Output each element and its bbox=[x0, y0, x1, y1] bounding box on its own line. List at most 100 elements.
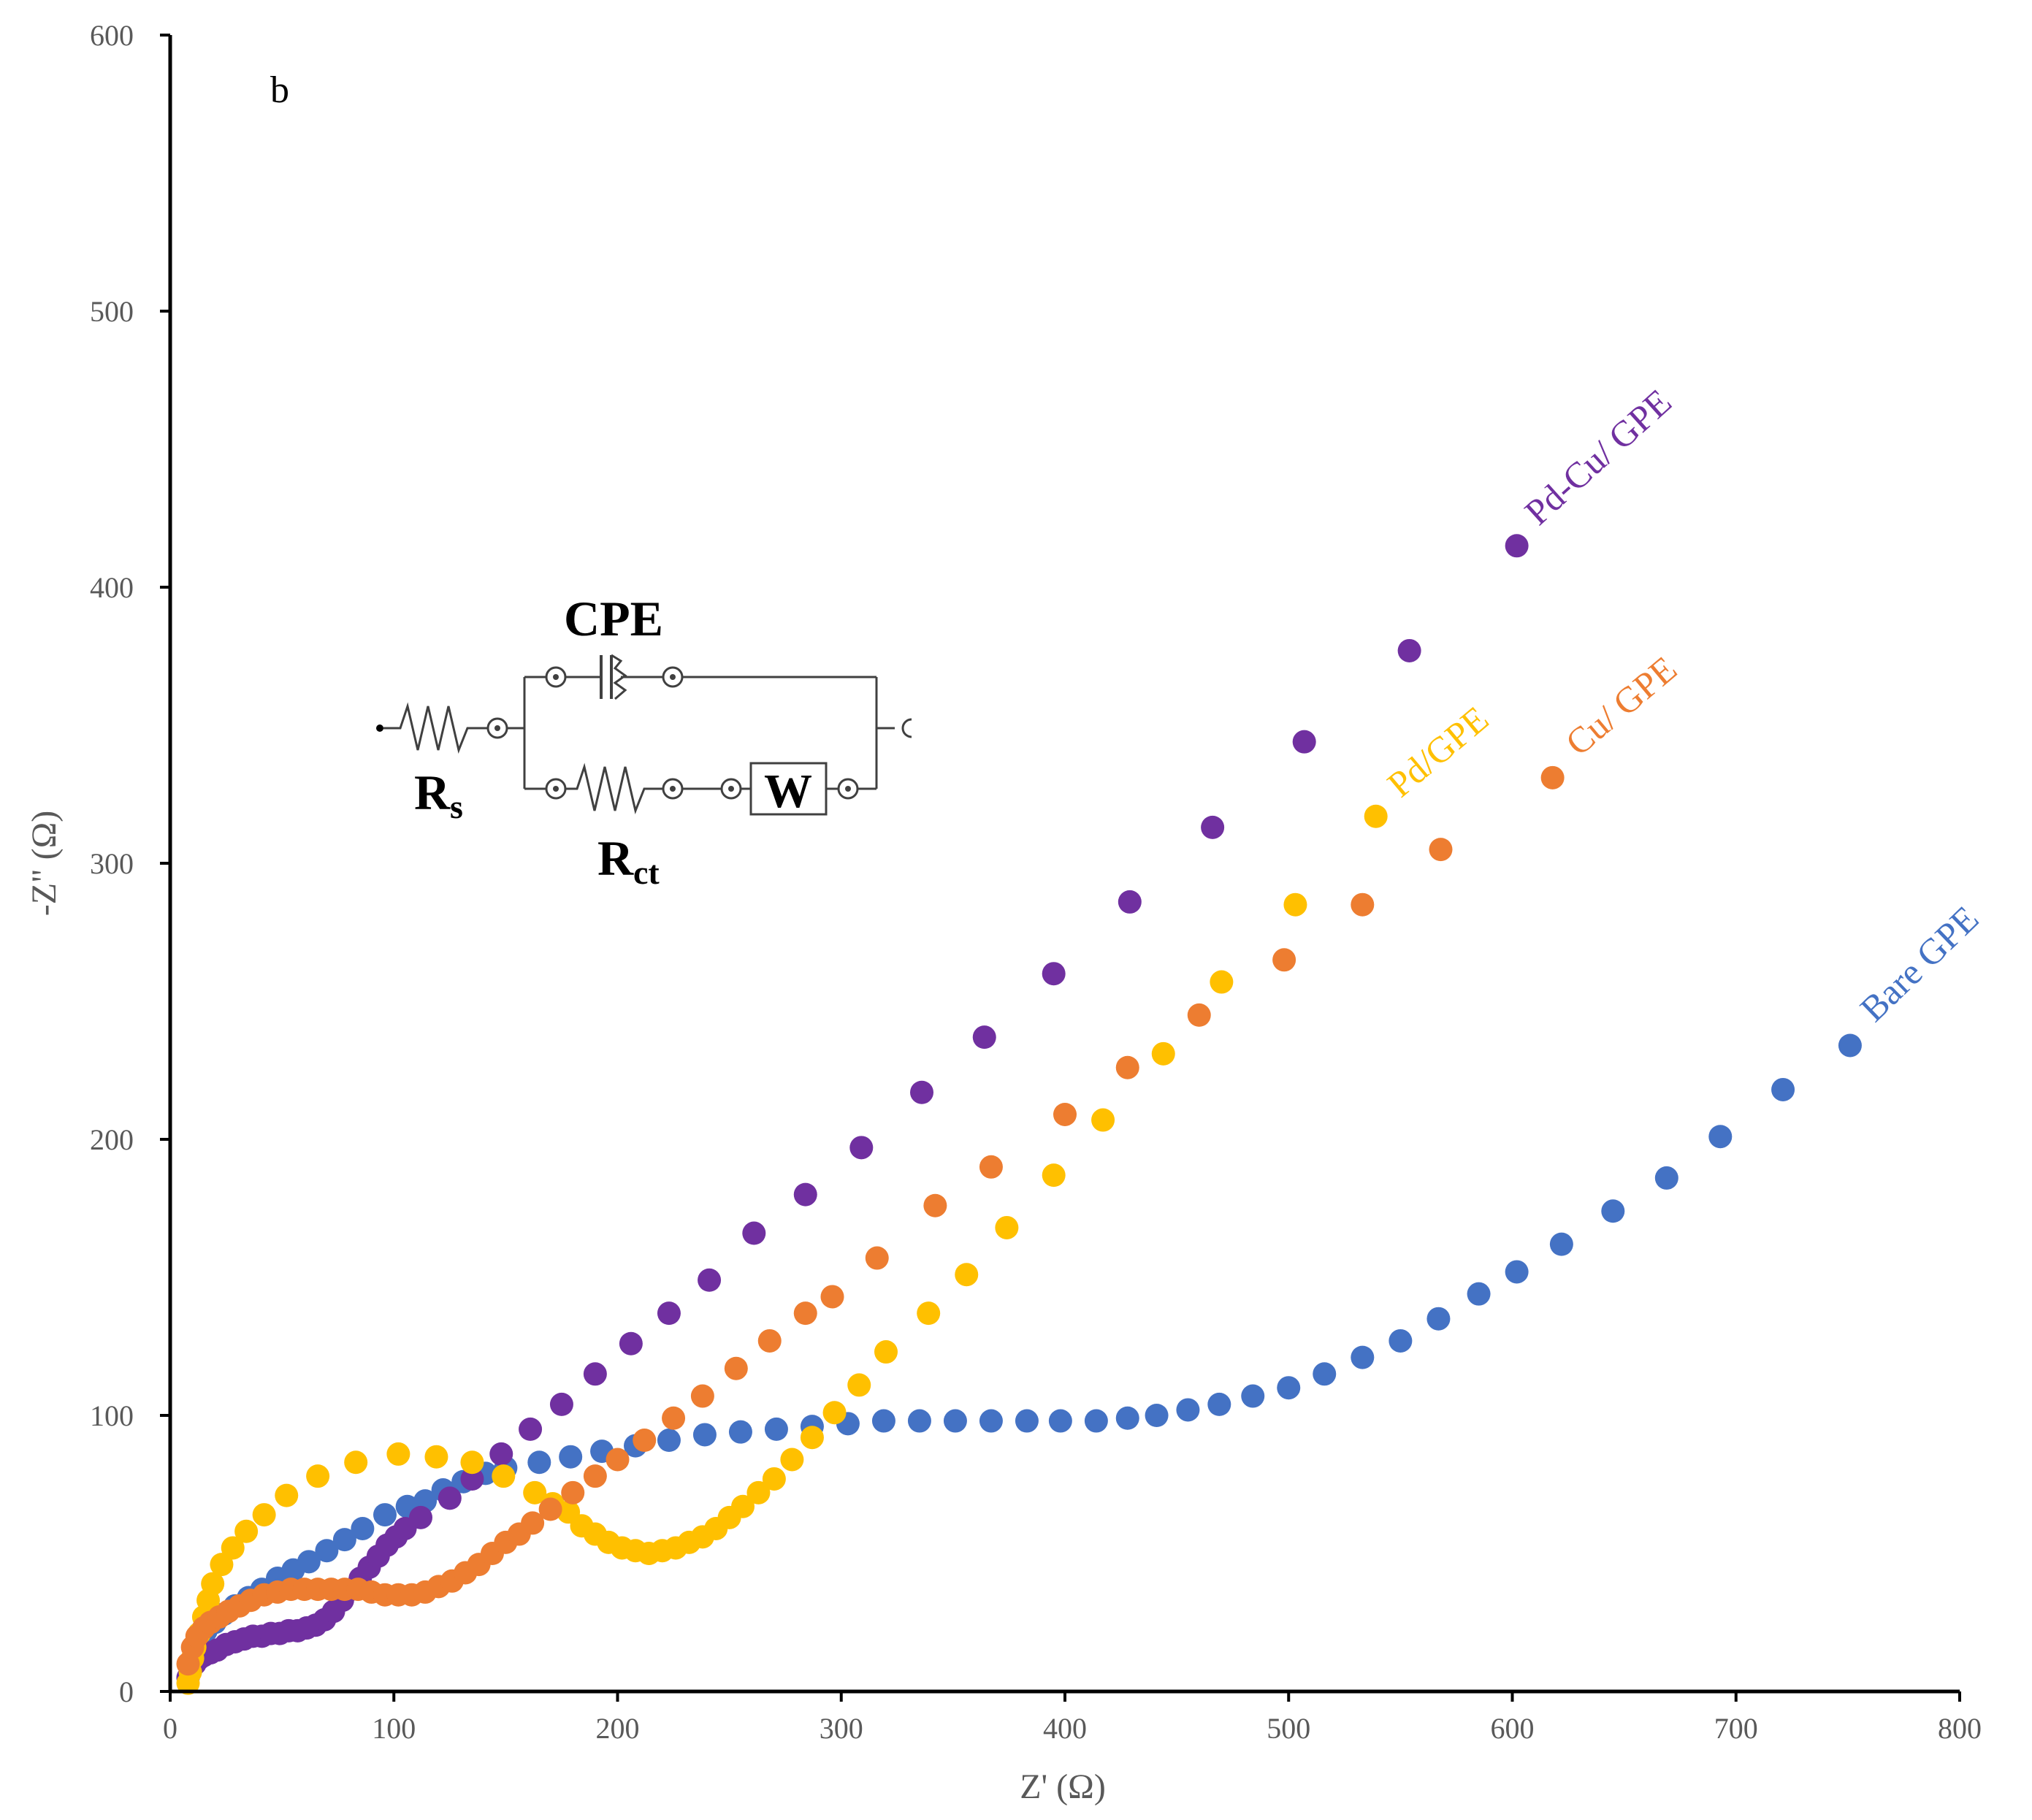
svg-text:ct: ct bbox=[633, 854, 660, 891]
data-point bbox=[1654, 1166, 1678, 1190]
data-point bbox=[234, 1519, 259, 1543]
data-point bbox=[793, 1301, 817, 1326]
data-point bbox=[1283, 892, 1307, 917]
data-point bbox=[1015, 1409, 1039, 1433]
data-point bbox=[1429, 838, 1453, 862]
data-point bbox=[460, 1450, 484, 1475]
data-point bbox=[559, 1445, 583, 1469]
data-point bbox=[1397, 638, 1421, 662]
y-tick-label: 200 bbox=[90, 1123, 134, 1156]
data-point bbox=[275, 1483, 299, 1507]
data-point bbox=[344, 1450, 368, 1475]
data-point bbox=[923, 1193, 947, 1217]
data-point bbox=[943, 1409, 967, 1433]
data-point bbox=[460, 1467, 484, 1491]
rct-resistor bbox=[565, 762, 663, 814]
data-point bbox=[527, 1450, 551, 1475]
panel-letter: b bbox=[270, 69, 289, 111]
data-point bbox=[995, 1215, 1019, 1239]
series-1 bbox=[176, 534, 1529, 1690]
data-point bbox=[538, 1497, 562, 1521]
data-point bbox=[489, 1442, 513, 1466]
data-point bbox=[1708, 1125, 1733, 1149]
data-point bbox=[793, 1182, 817, 1207]
equivalent-circuit: CPE R s R ct W bbox=[376, 591, 912, 891]
x-tick-label: 800 bbox=[1938, 1712, 1982, 1745]
data-point bbox=[1277, 1376, 1301, 1400]
data-point bbox=[728, 1420, 752, 1444]
y-tick-label: 0 bbox=[119, 1675, 134, 1708]
y-tick-label: 100 bbox=[90, 1399, 134, 1432]
x-axis-title: Z' (Ω) bbox=[1020, 1767, 1106, 1806]
data-point bbox=[724, 1356, 748, 1380]
data-point bbox=[549, 1392, 573, 1416]
data-point bbox=[1187, 1003, 1211, 1027]
data-point bbox=[907, 1409, 931, 1433]
axes: 0 100 200 300 400 500 600 700 800 0 100 200 300 400 5… bbox=[90, 19, 1982, 1745]
data-point bbox=[1601, 1199, 1625, 1223]
data-point bbox=[297, 1550, 321, 1574]
data-point bbox=[1313, 1362, 1337, 1386]
svg-text:R: R bbox=[414, 765, 451, 820]
data-point bbox=[221, 1536, 245, 1560]
x-tick-label: 600 bbox=[1491, 1712, 1535, 1745]
data-point bbox=[800, 1426, 824, 1450]
data-point bbox=[690, 1384, 714, 1408]
data-point bbox=[252, 1503, 276, 1527]
data-point bbox=[1091, 1108, 1115, 1132]
data-point bbox=[1151, 1041, 1175, 1066]
data-point bbox=[1118, 890, 1142, 914]
data-point bbox=[492, 1464, 516, 1488]
data-point bbox=[822, 1401, 847, 1425]
data-point bbox=[657, 1429, 681, 1453]
data-point bbox=[633, 1429, 657, 1453]
data-point bbox=[210, 1553, 234, 1577]
data-point bbox=[972, 1025, 996, 1049]
data-point bbox=[1505, 1260, 1529, 1284]
data-point bbox=[561, 1480, 585, 1504]
data-point bbox=[1115, 1406, 1139, 1430]
data-point bbox=[373, 1503, 397, 1527]
data-point bbox=[1292, 730, 1316, 754]
data-point bbox=[780, 1448, 804, 1472]
data-point bbox=[1505, 534, 1529, 558]
svg-text:s: s bbox=[450, 788, 463, 825]
data-point bbox=[764, 1417, 788, 1441]
data-point bbox=[955, 1263, 979, 1287]
data-point bbox=[1241, 1384, 1265, 1408]
data-point bbox=[820, 1285, 844, 1309]
data-point bbox=[306, 1464, 330, 1488]
series-3 bbox=[176, 765, 1565, 1676]
data-point bbox=[662, 1406, 686, 1430]
data-point bbox=[583, 1464, 607, 1488]
data-point bbox=[1351, 892, 1375, 917]
data-point bbox=[1207, 1392, 1231, 1416]
data-point bbox=[1042, 1163, 1066, 1188]
series-label: Pd/GPE bbox=[1380, 698, 1496, 805]
data-point bbox=[1084, 1409, 1108, 1433]
data-point bbox=[424, 1445, 448, 1469]
y-tick-label: 500 bbox=[90, 295, 134, 328]
data-point bbox=[757, 1328, 782, 1353]
data-point bbox=[438, 1486, 462, 1510]
data-point bbox=[746, 1480, 771, 1504]
data-point bbox=[1042, 962, 1066, 986]
svg-text:R: R bbox=[597, 830, 634, 886]
x-tick-label: 100 bbox=[372, 1712, 416, 1745]
circuit-input-dot bbox=[376, 724, 383, 732]
rs-label: R s bbox=[414, 765, 463, 825]
data-point bbox=[871, 1409, 895, 1433]
data-point bbox=[910, 1080, 933, 1104]
data-point bbox=[917, 1301, 941, 1326]
x-tick-label: 0 bbox=[163, 1712, 177, 1745]
data-point bbox=[606, 1448, 630, 1472]
x-tick-label: 500 bbox=[1267, 1712, 1310, 1745]
data-point bbox=[979, 1409, 1003, 1433]
data-point bbox=[409, 1505, 432, 1529]
series-label: Bare GPE bbox=[1852, 898, 1987, 1029]
data-point bbox=[521, 1511, 545, 1535]
rs-resistor bbox=[383, 702, 487, 754]
data-point bbox=[1364, 804, 1388, 828]
data-point bbox=[1467, 1282, 1491, 1306]
